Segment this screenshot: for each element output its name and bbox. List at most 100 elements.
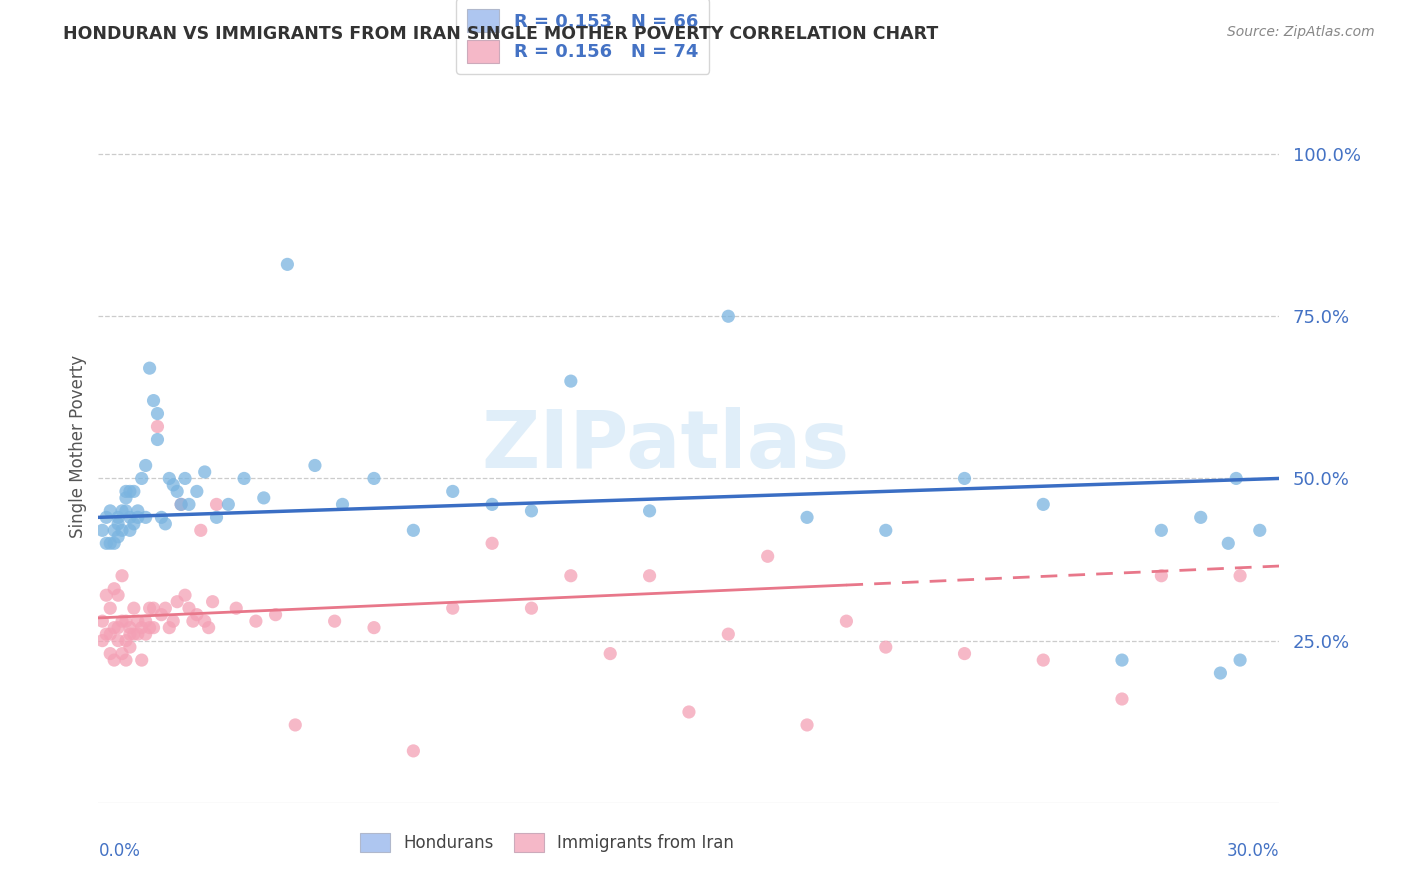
Point (177, 601, 200, 615)
Y-axis label: Single Mother Poverty: Single Mother Poverty (69, 354, 87, 538)
Point (138, 621, 160, 635)
Point (638, 504, 661, 518)
Point (402, 744, 425, 758)
Point (111, 568, 134, 582)
Point (107, 588, 129, 602)
Point (363, 621, 385, 635)
Point (103, 536, 125, 550)
Point (177, 497, 200, 511)
Point (599, 647, 621, 661)
Point (520, 504, 543, 518)
Point (953, 471, 976, 485)
Point (118, 627, 141, 641)
Point (107, 633, 129, 648)
Point (111, 614, 134, 628)
Point (111, 504, 134, 518)
Point (276, 257, 298, 271)
Point (717, 310, 740, 324)
Point (146, 419, 169, 434)
Point (131, 653, 153, 667)
Point (181, 614, 204, 628)
Point (150, 510, 173, 524)
Point (560, 374, 582, 388)
Point (127, 510, 149, 524)
Point (264, 607, 287, 622)
Point (323, 614, 346, 628)
Point (103, 524, 125, 538)
Point (96, 588, 118, 602)
Point (96, 510, 118, 524)
Point (186, 484, 208, 499)
Point (98, 627, 121, 641)
Point (142, 621, 165, 635)
Point (1225, 471, 1247, 485)
Point (441, 601, 464, 615)
Point (225, 601, 247, 615)
Point (155, 516, 177, 531)
Point (166, 595, 188, 609)
Point (138, 601, 160, 615)
Point (756, 549, 779, 564)
Point (115, 633, 138, 648)
Point (1111, 692, 1133, 706)
Point (127, 627, 149, 641)
Point (91, 633, 114, 648)
Point (115, 484, 138, 499)
Point (115, 504, 138, 518)
Point (142, 393, 165, 408)
Point (205, 510, 228, 524)
Point (441, 484, 464, 499)
Point (150, 607, 173, 622)
Point (115, 491, 138, 505)
Point (131, 471, 153, 485)
Point (135, 614, 157, 628)
Point (1111, 653, 1133, 667)
Point (107, 510, 129, 524)
Point (138, 361, 160, 376)
Point (96, 627, 118, 641)
Point (1229, 653, 1251, 667)
Point (170, 497, 193, 511)
Point (1150, 524, 1173, 538)
Point (122, 484, 145, 499)
Point (1249, 524, 1271, 538)
Point (332, 497, 354, 511)
Point (115, 653, 138, 667)
Point (98, 504, 121, 518)
Point (157, 621, 180, 635)
Point (111, 524, 134, 538)
Point (122, 627, 145, 641)
Point (201, 595, 224, 609)
Point (170, 497, 193, 511)
Point (91, 524, 114, 538)
Point (131, 621, 153, 635)
Point (1218, 536, 1240, 550)
Point (98, 536, 121, 550)
Point (875, 524, 897, 538)
Point (253, 491, 276, 505)
Point (107, 530, 129, 544)
Point (107, 621, 129, 635)
Text: HONDURAN VS IMMIGRANTS FROM IRAN SINGLE MOTHER POVERTY CORRELATION CHART: HONDURAN VS IMMIGRANTS FROM IRAN SINGLE … (63, 25, 939, 43)
Point (835, 614, 858, 628)
Point (284, 718, 307, 732)
Point (638, 568, 661, 582)
Point (190, 524, 212, 538)
Point (118, 640, 141, 654)
Point (678, 705, 700, 719)
Point (135, 627, 157, 641)
Point (166, 484, 188, 499)
Point (146, 407, 169, 421)
Point (118, 484, 141, 499)
Point (127, 614, 149, 628)
Point (157, 471, 180, 485)
Point (1189, 510, 1212, 524)
Point (111, 647, 134, 661)
Point (174, 588, 197, 602)
Point (162, 478, 184, 492)
Point (194, 465, 217, 479)
Point (402, 524, 425, 538)
Point (796, 718, 818, 732)
Point (1032, 653, 1054, 667)
Point (98, 601, 121, 615)
